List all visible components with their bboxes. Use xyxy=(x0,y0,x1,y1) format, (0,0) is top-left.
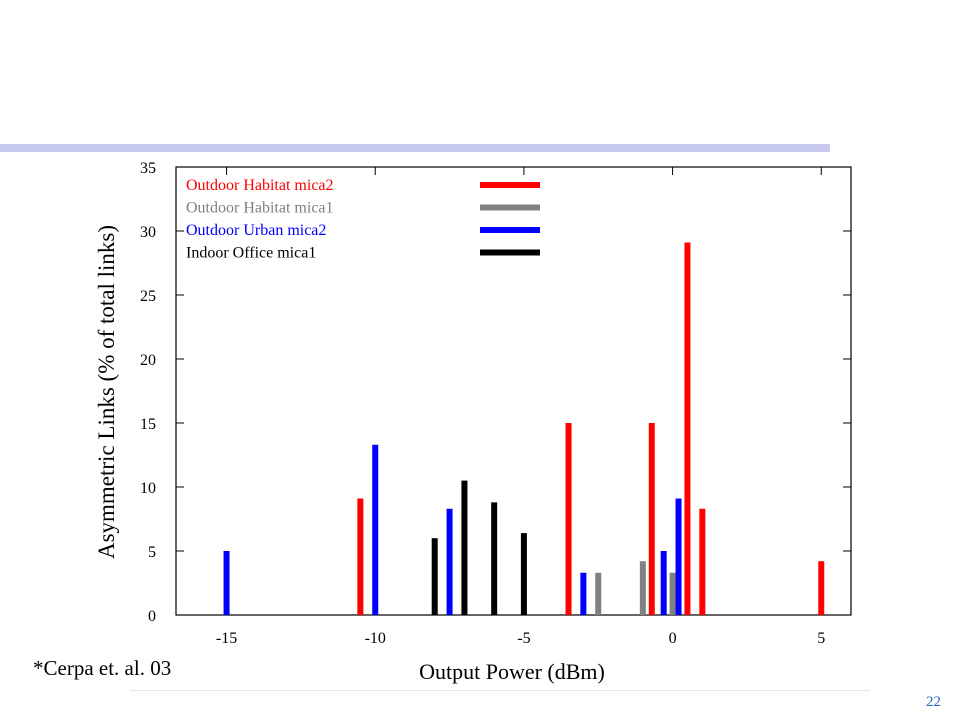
x-axis-label: Output Power (dBm) xyxy=(419,659,605,684)
bars-group xyxy=(223,242,825,615)
y-tick-label: 20 xyxy=(140,352,156,369)
legend-label: Indoor Office mica1 xyxy=(186,245,316,262)
bar xyxy=(580,572,587,615)
bar xyxy=(595,572,602,615)
title-accent-bar xyxy=(0,144,830,152)
x-tick-label: -15 xyxy=(216,630,237,647)
bar xyxy=(639,561,646,615)
x-tick-label: -10 xyxy=(365,630,386,647)
x-tick-label: 5 xyxy=(817,630,825,647)
bar xyxy=(684,242,691,615)
bar xyxy=(669,572,676,615)
legend-label: Outdoor Habitat mica2 xyxy=(186,177,334,194)
axis-ticks: 0 5 10 15 20 25 30 35 -15 -10 -5 0 5 xyxy=(140,160,851,647)
bar xyxy=(461,480,468,615)
y-axis-label: Asymmetric Links (% of total links) xyxy=(94,225,119,559)
bar xyxy=(223,551,230,615)
bar xyxy=(491,502,498,615)
bar xyxy=(520,533,527,615)
bar xyxy=(565,423,572,615)
citation-text: *Cerpa et. al. 03 xyxy=(33,656,172,680)
bar xyxy=(648,423,655,615)
x-tick-label: 0 xyxy=(669,630,677,647)
y-tick-label: 0 xyxy=(148,608,156,625)
bar xyxy=(699,508,706,615)
slide-number: 22 xyxy=(926,694,941,710)
plot-frame xyxy=(175,166,852,616)
bar xyxy=(675,498,682,615)
bar xyxy=(372,444,379,615)
y-tick-label: 10 xyxy=(140,480,156,497)
plot-border xyxy=(175,166,852,616)
y-tick-label: 25 xyxy=(140,288,156,305)
bar xyxy=(357,498,364,615)
legend: Outdoor Habitat mica2 Outdoor Habitat mic… xyxy=(186,177,540,262)
bar xyxy=(431,538,438,615)
legend-label: Outdoor Habitat mica1 xyxy=(186,200,334,217)
y-tick-label: 30 xyxy=(140,224,156,241)
x-tick-label: -5 xyxy=(517,630,530,647)
y-tick-label: 5 xyxy=(148,544,156,561)
bar xyxy=(446,508,453,615)
footer-divider xyxy=(130,690,870,691)
bar xyxy=(818,561,825,615)
y-tick-label: 35 xyxy=(140,160,156,177)
legend-label: Outdoor Urban mica2 xyxy=(186,222,326,239)
y-tick-label: 15 xyxy=(140,416,156,433)
bar xyxy=(660,551,667,615)
